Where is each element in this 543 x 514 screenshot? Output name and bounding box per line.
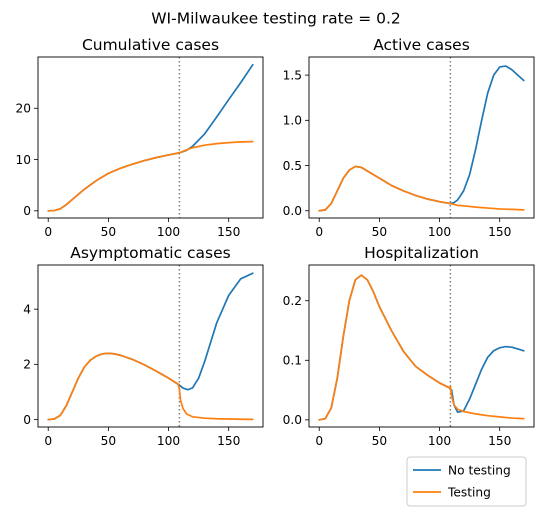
active-cases-ytick-label: 1.5 xyxy=(283,68,302,82)
asymptomatic-cases-series-group xyxy=(47,272,254,421)
active-cases-xtick-label: 50 xyxy=(372,225,388,239)
asymptomatic-cases-xtick-label: 100 xyxy=(157,434,180,448)
cumulative-cases-series-group xyxy=(47,63,254,212)
cumulative-cases-ytick-label: 10 xyxy=(15,153,31,167)
hospitalization-series-testing xyxy=(318,274,525,421)
hospitalization-title: Hospitalization xyxy=(364,244,479,262)
hospitalization-ytick-label: 0.0 xyxy=(283,413,302,427)
subplot-hospitalization: Hospitalization 0 50 100 150 0.0 0.1 0.2 xyxy=(283,244,535,448)
cumulative-cases-xtick-label: 0 xyxy=(44,225,52,239)
asymptomatic-cases-xtick-label: 0 xyxy=(44,434,52,448)
hospitalization-xtick-label: 0 xyxy=(315,434,323,448)
hospitalization-axes-frame xyxy=(308,264,535,428)
asymptomatic-cases-xtick-label: 150 xyxy=(217,434,240,448)
active-cases-series-no-testing xyxy=(318,65,525,212)
active-cases-ytick-label: 0.5 xyxy=(283,159,302,173)
cumulative-cases-title: Cumulative cases xyxy=(82,36,219,54)
hospitalization-xtick-label: 150 xyxy=(488,434,511,448)
asymptomatic-cases-axes-frame xyxy=(37,264,264,428)
hospitalization-ytick-label: 0.1 xyxy=(283,354,302,368)
cumulative-cases-xtick-label: 100 xyxy=(157,225,180,239)
hospitalization-ytick-label: 0.2 xyxy=(283,294,302,308)
asymptomatic-cases-title: Asymptomatic cases xyxy=(70,244,231,262)
legend-label-testing: Testing xyxy=(447,486,491,500)
hospitalization-xtick-label: 50 xyxy=(372,434,388,448)
cumulative-cases-series-testing xyxy=(47,140,254,212)
legend: No testing Testing xyxy=(406,456,527,507)
asymptomatic-cases-series-no-testing xyxy=(47,272,254,421)
cumulative-cases-series-no-testing xyxy=(47,63,254,212)
hospitalization-series-group xyxy=(318,274,525,421)
cumulative-cases-axes-frame xyxy=(37,56,264,219)
asymptomatic-cases-ytick-label: 4 xyxy=(23,302,31,316)
active-cases-ytick-label: 0.0 xyxy=(283,204,302,218)
legend-label-no-testing: No testing xyxy=(448,464,511,478)
subplot-active-cases: Active cases 0 50 100 150 0.0 0.5 1.0 1.5 xyxy=(283,36,535,239)
active-cases-xtick-label: 100 xyxy=(428,225,451,239)
cumulative-cases-ytick-label: 0 xyxy=(23,204,31,218)
active-cases-xtick-label: 150 xyxy=(488,225,511,239)
cumulative-cases-xtick-label: 50 xyxy=(101,225,117,239)
active-cases-title: Active cases xyxy=(373,36,470,54)
subplot-asymptomatic-cases: Asymptomatic cases 0 50 100 150 0 2 4 xyxy=(23,244,264,448)
active-cases-xtick-label: 0 xyxy=(315,225,323,239)
active-cases-axes-frame xyxy=(308,56,535,219)
asymptomatic-cases-series-testing xyxy=(47,352,254,421)
active-cases-series-group xyxy=(318,65,525,212)
cumulative-cases-ytick-label: 20 xyxy=(15,102,31,116)
hospitalization-xtick-label: 100 xyxy=(428,434,451,448)
cumulative-cases-xtick-label: 150 xyxy=(217,225,240,239)
asymptomatic-cases-ytick-label: 0 xyxy=(23,413,31,427)
active-cases-series-testing xyxy=(318,165,525,212)
asymptomatic-cases-ytick-label: 2 xyxy=(23,358,31,372)
asymptomatic-cases-xtick-label: 50 xyxy=(101,434,117,448)
subplot-cumulative-cases: Cumulative cases 0 50 100 150 0 10 20 xyxy=(15,36,264,239)
figure-suptitle: WI-Milwaukee testing rate = 0.2 xyxy=(151,10,401,28)
active-cases-ytick-label: 1.0 xyxy=(283,114,302,128)
